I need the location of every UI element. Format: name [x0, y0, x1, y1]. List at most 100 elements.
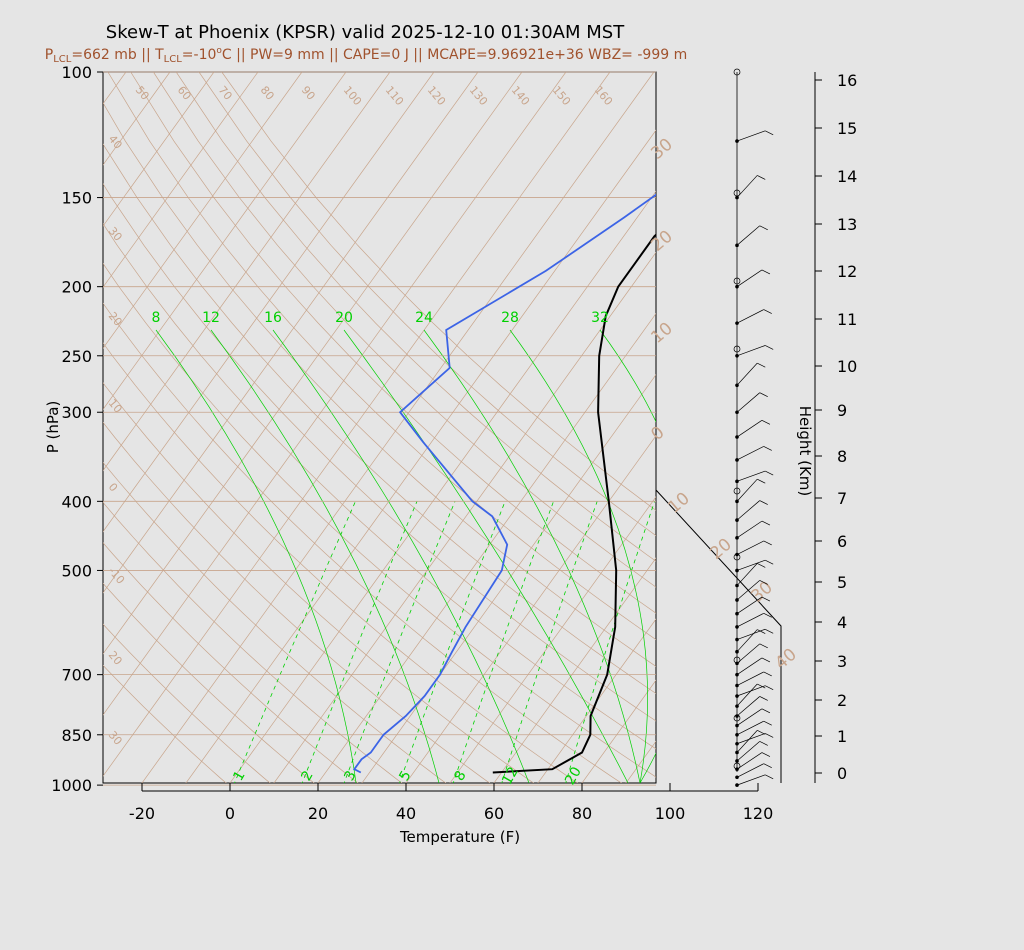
isotherm-line	[103, 72, 435, 533]
wind-barb-flag	[757, 478, 766, 484]
wind-barb-flag	[759, 225, 768, 231]
dry-adiabat	[103, 421, 491, 783]
isotherm-line	[185, 129, 656, 783]
theta-label: 150	[550, 84, 573, 108]
height-tick-label: 11	[837, 310, 857, 329]
y-tick-label: 500	[61, 561, 92, 580]
wind-barb-flag	[765, 628, 774, 634]
skewed-temperature-label: 20	[647, 227, 676, 256]
wind-barb-flag	[763, 671, 772, 677]
wind-barb	[736, 596, 763, 615]
dry-adiabat	[103, 302, 622, 783]
wind-barb	[736, 175, 758, 198]
isotherm-line	[405, 435, 656, 783]
isotherm-line	[103, 72, 171, 166]
height-tick-label: 1	[837, 727, 847, 746]
wind-barb	[736, 708, 763, 726]
wind-panel-outline	[655, 72, 782, 783]
dry-adiabats	[103, 72, 656, 783]
wind-barb	[736, 643, 760, 664]
wind-barb-flag	[757, 683, 766, 689]
y-tick-label: 700	[61, 666, 92, 685]
wind-calm-circle	[733, 714, 741, 722]
dry-adiabat	[103, 223, 656, 750]
chart-subtitle: PLCL=662 mb || TLCL=-10oC || PW=9 mm || …	[45, 46, 687, 65]
left-temperature-label: 10	[106, 397, 125, 416]
wind-barb	[736, 720, 764, 736]
height-tick-label: 3	[837, 652, 847, 671]
mixing-ratio-line	[452, 501, 554, 783]
theta-label: 120	[425, 84, 448, 108]
wind-barb-flag	[763, 613, 772, 618]
height-tick-label: 12	[837, 262, 857, 281]
wind-barb	[736, 752, 763, 770]
skewed-temperature-label: 10	[647, 319, 676, 348]
dry-adiabat	[103, 623, 271, 783]
wind-barb-flag	[759, 741, 768, 746]
wind-calm-circle	[733, 762, 741, 770]
dewpoint-profile	[352, 193, 656, 774]
y-tick-label: 1000	[51, 776, 92, 795]
wind-barb-flag	[765, 685, 774, 691]
dry-adiabat	[103, 143, 656, 694]
isotherm-line	[746, 72, 1024, 800]
wind-barb	[736, 309, 764, 324]
wind-barb	[736, 657, 763, 675]
moist-adiabat-label: 12	[202, 310, 220, 326]
wind-barb	[736, 559, 766, 571]
x-tick-label: 100	[655, 804, 686, 823]
theta-label: 140	[509, 84, 532, 108]
isotherm-line	[103, 72, 303, 349]
mixing-ratio-label: 20	[562, 764, 585, 787]
wind-barb	[736, 730, 758, 753]
theta-label: 130	[467, 84, 490, 108]
mixing-ratio-line	[343, 501, 456, 783]
wind-calm-circle	[733, 656, 741, 664]
wind-barb	[736, 733, 766, 745]
wind-barb-flag	[757, 362, 766, 368]
mixing-ratio-line	[399, 501, 506, 783]
isotherm-line	[625, 740, 656, 783]
y-tick-label: 250	[61, 347, 92, 366]
isotherm-line	[103, 72, 391, 472]
isotherm-line	[493, 557, 656, 783]
wind-barb	[736, 580, 760, 601]
height-tick-label: 14	[837, 167, 857, 186]
x-tick-label: 80	[572, 804, 592, 823]
isotherm-line	[0, 72, 38, 800]
isotherm-line	[317, 312, 656, 783]
dry-adiabat	[103, 262, 656, 778]
moist-adiabat	[272, 329, 530, 783]
theta-label: 90	[299, 84, 318, 103]
moist-adiabat-label: 32	[591, 310, 609, 326]
moist-adiabat-label: 20	[335, 310, 353, 326]
skewed-temperature-label: 30	[747, 578, 776, 607]
wind-barb	[736, 628, 766, 640]
x-axis-label: Temperature (F)	[399, 828, 520, 846]
wind-calm-circle	[733, 487, 741, 495]
wind-barb	[736, 345, 766, 357]
dry-adiabat	[103, 664, 227, 783]
wind-calm-circle	[733, 68, 741, 76]
wind-barb	[736, 763, 764, 778]
wind-barb-flag	[759, 500, 768, 505]
wind-barb	[736, 540, 764, 555]
height-tick-label: 4	[837, 613, 847, 632]
wind-barb-flag	[765, 130, 774, 136]
moist-adiabat	[155, 329, 357, 783]
mixing-ratio-line	[501, 501, 598, 783]
wind-barb	[736, 563, 758, 586]
wind-barb	[736, 774, 766, 786]
y-tick-label: 400	[61, 492, 92, 511]
left-temperature-label: 20	[106, 649, 125, 668]
height-tick-label: 8	[837, 447, 847, 466]
dry-adiabat	[103, 102, 656, 667]
wind-barb-flag	[761, 708, 771, 714]
y-axis-label: P (hPa)	[44, 401, 62, 454]
isotherm-line	[141, 72, 655, 783]
skewed-temperature-label: 20	[706, 535, 735, 564]
height-tick-label: 13	[837, 215, 857, 234]
isotherm-line	[103, 72, 347, 410]
